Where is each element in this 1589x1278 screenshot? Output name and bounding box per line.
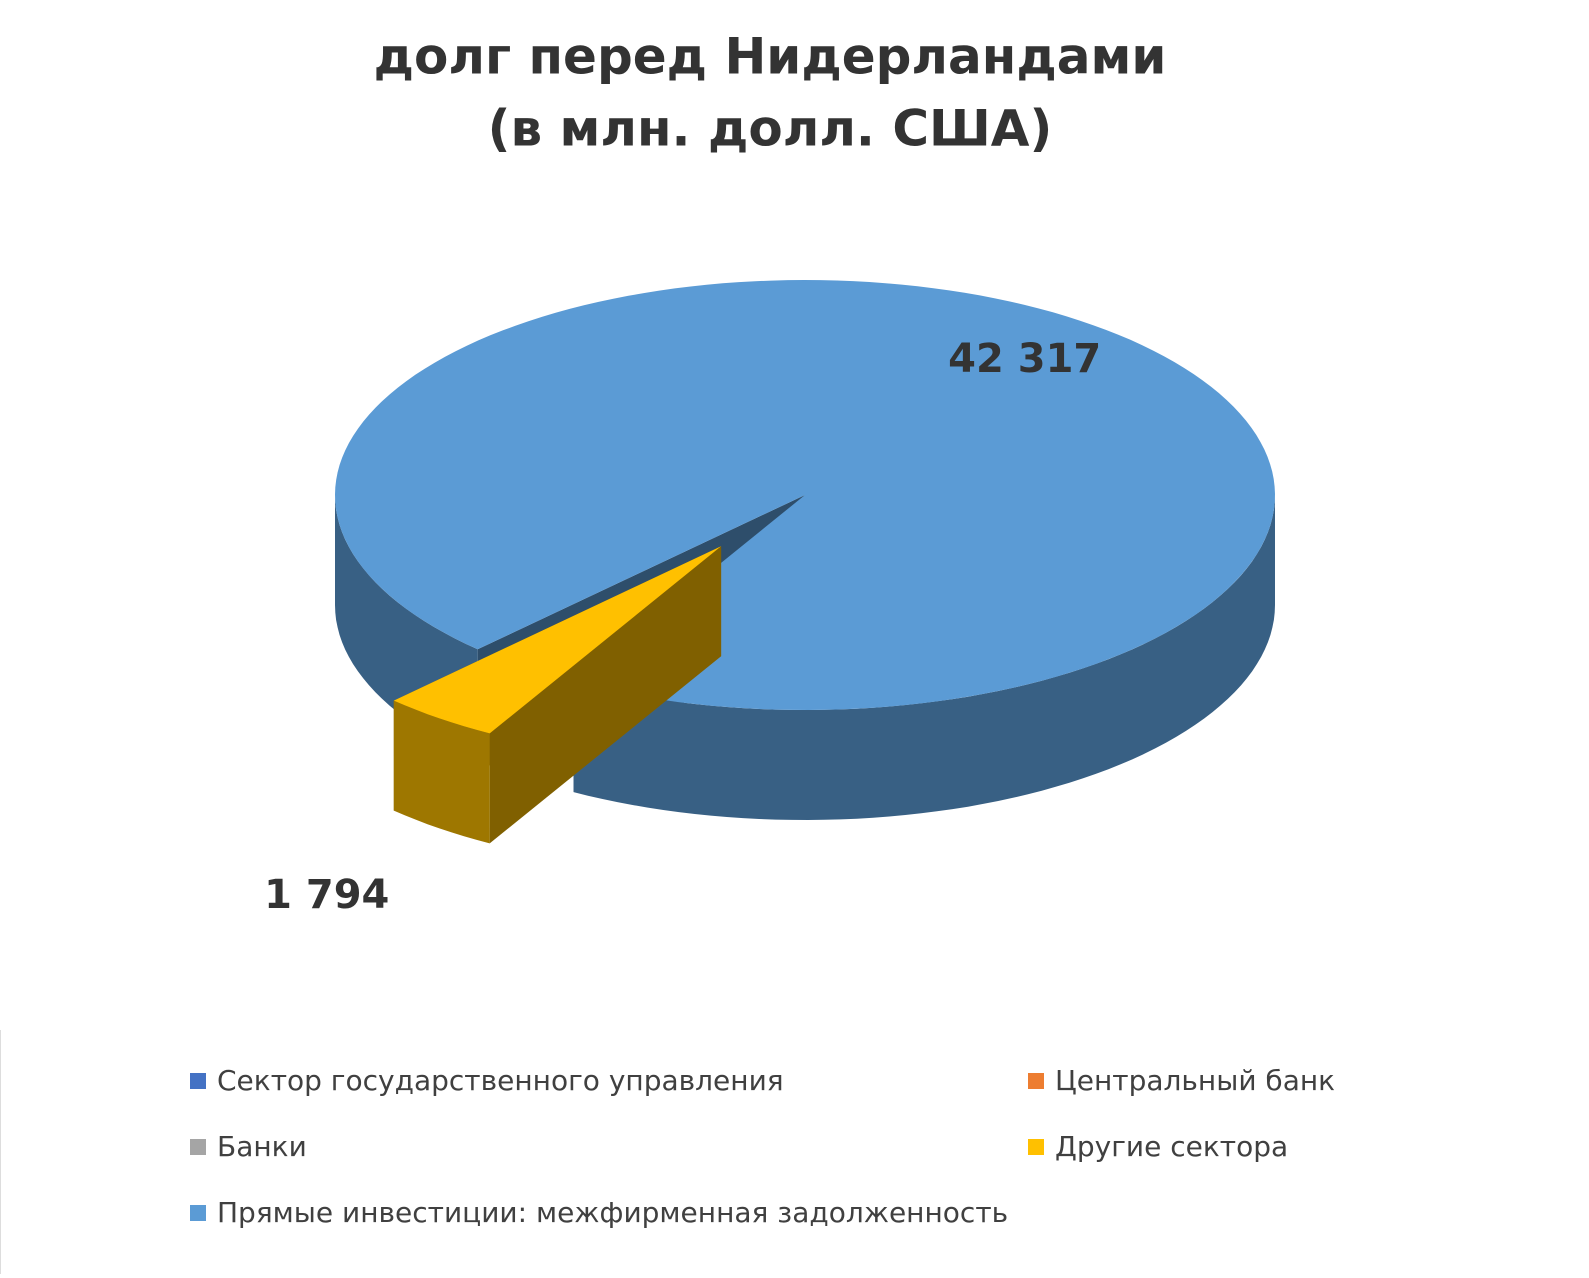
slice-side	[573, 495, 1275, 820]
pie-slice	[393, 546, 722, 844]
legend-swatch	[1028, 1073, 1044, 1089]
legend-label: Другие сектора	[1055, 1130, 1288, 1163]
data-label: 1 794	[264, 872, 389, 918]
chart-subtitle: (в млн. долл. США)	[488, 100, 1053, 158]
slice-top	[393, 546, 722, 734]
data-label: 42 317	[948, 336, 1101, 382]
legend-swatch	[190, 1205, 206, 1221]
legend-swatch	[190, 1139, 206, 1155]
chart-title: долг перед Нидерландами	[374, 28, 1167, 86]
legend-label: Банки	[217, 1130, 307, 1163]
legend-swatch	[190, 1073, 206, 1089]
legend-label: Прямые инвестиции: межфирменная задолжен…	[217, 1196, 1008, 1229]
slice-top	[335, 280, 1275, 710]
legend-label: Сектор государственного управления	[217, 1064, 784, 1097]
legend-label: Центральный банк	[1055, 1064, 1335, 1097]
legend-swatch	[1028, 1139, 1044, 1155]
slice-side	[393, 700, 490, 844]
